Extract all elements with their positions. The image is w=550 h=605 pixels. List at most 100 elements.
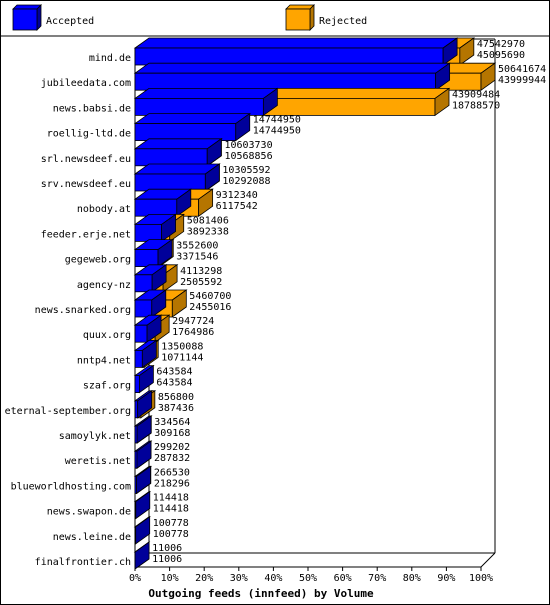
bar-group [133,516,151,545]
x-tick-label: 50% [299,573,317,584]
bar-accepted-side [235,112,251,142]
x-tick-label: 10% [161,573,179,584]
bar-accepted-side [136,465,151,495]
legend-item-accepted: Accepted [12,4,94,31]
y-tick-label: gegeweb.org [65,255,131,266]
data-label-accepted: 1764986 [172,327,214,338]
x-tick-label: 100% [469,573,493,584]
bar-accepted-side [262,87,278,117]
x-tick-label: 90% [437,573,455,584]
y-tick-label: news.snarked.org [35,305,131,316]
data-label-accepted: 11006 [152,554,182,565]
data-label-accepted: 45095690 [477,50,525,61]
bar-accepted-top [133,113,251,124]
data-label-rejected: 14744950 [253,115,301,126]
x-tick-label: 40% [264,573,282,584]
bar-accepted-side [157,238,173,268]
bar-accepted-side [136,440,152,469]
data-label-accepted: 18788570 [452,100,500,111]
legend-swatch-top-accepted [12,4,42,10]
bar-accepted-front [134,274,153,293]
legend-swatch-top-rejected [285,4,315,10]
y-tick-label: weretis.net [65,456,131,467]
data-label-accepted: 3371546 [176,252,218,263]
bar-accepted-side [161,213,176,243]
data-label-accepted: 10292088 [222,176,270,187]
y-tick-label: agency-nz [77,280,131,291]
data-label-accepted: 2505592 [180,277,222,288]
bar-accepted-side [176,188,192,217]
bar-accepted-front [134,123,237,141]
bar-group [133,465,153,495]
data-label-accepted: 43999944 [498,75,546,86]
bar-group [133,62,497,91]
bar-rejected-side [434,87,450,117]
data-label-accepted: 287832 [154,453,190,464]
data-label-rejected: 5081406 [187,215,229,226]
bar-accepted-top [133,37,459,49]
x-tick-label: 30% [230,573,248,584]
data-label-accepted: 14744950 [253,126,301,137]
bar-accepted-side [204,163,220,192]
legend-swatch-rejected [285,8,311,31]
bar-accepted-top [133,62,451,74]
bar-group [133,440,153,469]
bar-accepted-front [134,299,153,318]
y-tick-label: news.swapon.de [47,507,131,518]
bar-accepted-side [137,390,153,419]
y-tick-label: szaf.org [83,381,131,392]
bar-accepted-top [133,88,279,99]
bar-rejected-side [198,188,214,217]
y-tick-label: finalfrontier.ch [35,557,131,568]
bar-group [133,339,160,369]
data-label-accepted: 309168 [154,428,190,439]
x-tick-label: 0% [129,573,141,584]
y-tick-label: srv.newsdeef.eu [41,179,131,190]
bar-group [133,188,214,217]
bar-accepted-side [141,339,157,369]
bar-accepted-front [134,249,159,268]
y-tick-label: quux.org [83,330,131,341]
bar-accepted-front [134,98,264,116]
y-tick-label: jubileedata.com [41,78,131,89]
data-label-rejected: 10603730 [224,140,272,151]
data-label-rejected: 3552600 [176,241,218,252]
data-label-accepted: 218296 [154,478,190,489]
bar-group [133,163,221,192]
y-tick-label: srl.newsdeef.eu [41,154,131,165]
legend-label-accepted: Accepted [46,16,94,27]
bar-group [133,541,151,570]
bar-accepted-side [435,62,451,91]
legend-swatch-side-rejected [309,4,315,31]
bar-rejected-side [459,37,475,66]
bar-accepted-side [135,490,151,520]
bar-rejected-side [480,62,496,91]
legend-label-rejected: Rejected [319,16,367,27]
legend-swatch-accepted [12,8,38,31]
bar-accepted-side [146,314,162,343]
bar-accepted-front [134,173,206,192]
y-tick-label: samoylyk.net [59,431,131,442]
bar-accepted-side [138,364,154,394]
bar-accepted-top [133,163,221,175]
data-label-accepted: 100778 [153,529,189,540]
y-tick-label: roellig-ltd.de [47,129,131,140]
bar-group [133,415,153,444]
bar-accepted-top [133,138,223,150]
bar-accepted-side [136,415,152,444]
bar-group [133,314,171,343]
y-tick-label: nobody.at [77,204,131,215]
y-tick-label: eternal-september.org [5,406,131,417]
data-label-rejected: 643584 [156,367,192,378]
legend-item-rejected: Rejected [285,4,367,31]
data-label-rejected: 43909484 [452,89,500,100]
data-label-rejected: 299202 [154,442,190,453]
data-label-accepted: 6117542 [216,201,258,212]
x-axis-title: Outgoing feeds (innfeed) by Volume [148,587,374,600]
x-tick-label: 60% [334,573,352,584]
data-label-accepted: 10568856 [224,151,272,162]
x-tick-label: 70% [368,573,386,584]
